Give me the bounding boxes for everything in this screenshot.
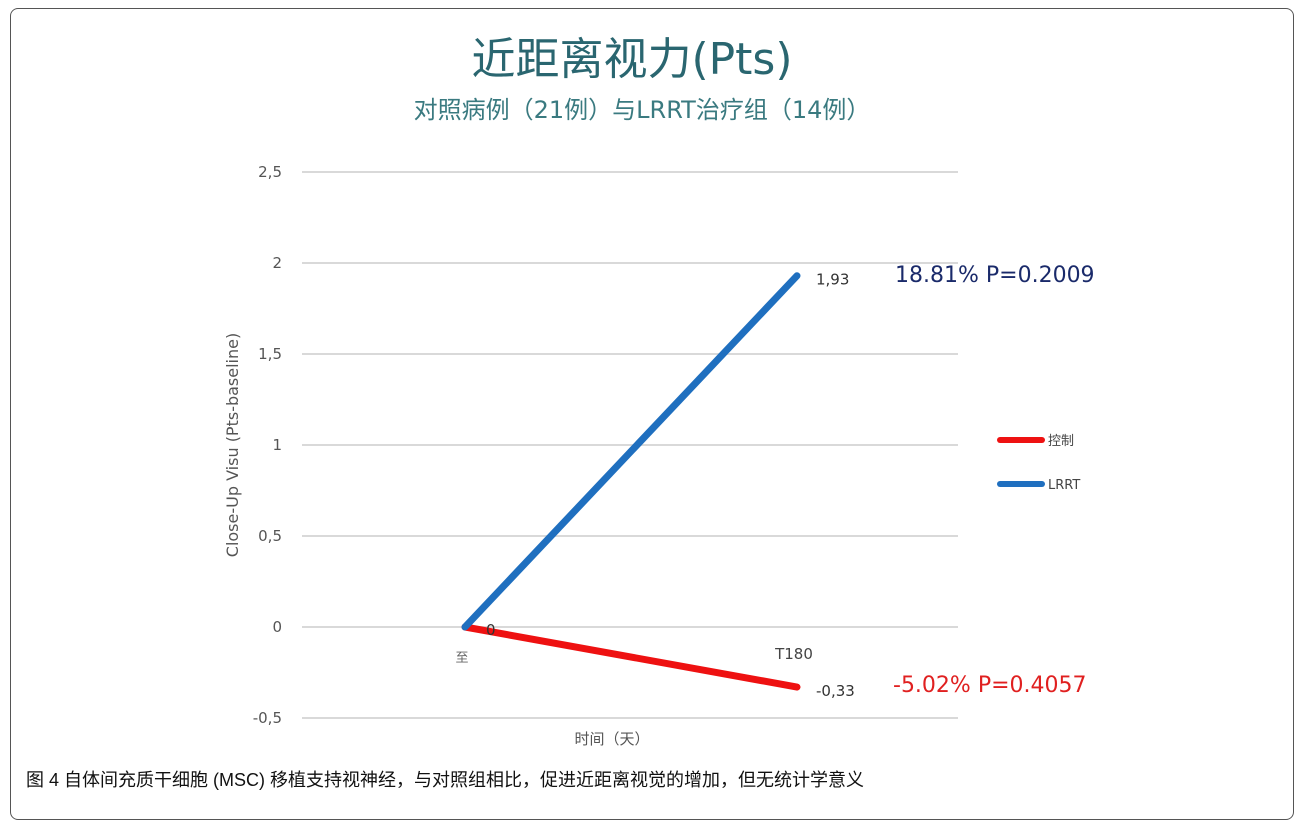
y-axis-label: Close-Up Visu (Pts-baseline)	[223, 333, 242, 557]
y-tick-label: -0,5	[253, 709, 282, 727]
figure-frame	[10, 8, 1294, 820]
series-line-控制	[461, 623, 801, 691]
series-annotation: 18.81% P=0.2009	[895, 263, 1095, 288]
data-label: 1,93	[816, 271, 849, 289]
data-label: 0	[486, 621, 496, 639]
data-label: -0,33	[816, 682, 855, 700]
chart-title: 近距离视力(Pts)	[471, 34, 792, 85]
legend-label: LRRT	[1048, 478, 1080, 493]
line-chart: 近距离视力(Pts) 对照病例（21例）与LRRT治疗组（14例） Close-…	[223, 34, 1095, 748]
chart-subtitle: 对照病例（21例）与LRRT治疗组（14例）	[414, 96, 871, 124]
x-tick-label: 至	[455, 651, 468, 666]
x-axis-label: 时间（天）	[574, 730, 649, 748]
x-tick-label: T180	[774, 645, 813, 663]
series-annotation: -5.02% P=0.4057	[893, 673, 1087, 698]
y-tick-label: 1	[272, 436, 282, 454]
y-tick-label: 2	[272, 254, 282, 272]
series-line-LRRT	[461, 272, 801, 631]
y-tick-label: 2,5	[258, 163, 282, 181]
y-tick-label: 0	[272, 618, 282, 636]
legend-label: 控制	[1048, 434, 1074, 449]
y-tick-label: 1,5	[258, 345, 282, 363]
figure-caption: 图 4 自体间充质干细胞 (MSC) 移植支持视神经，与对照组相比，促进近距离视…	[26, 770, 864, 790]
y-tick-label: 0,5	[258, 527, 282, 545]
